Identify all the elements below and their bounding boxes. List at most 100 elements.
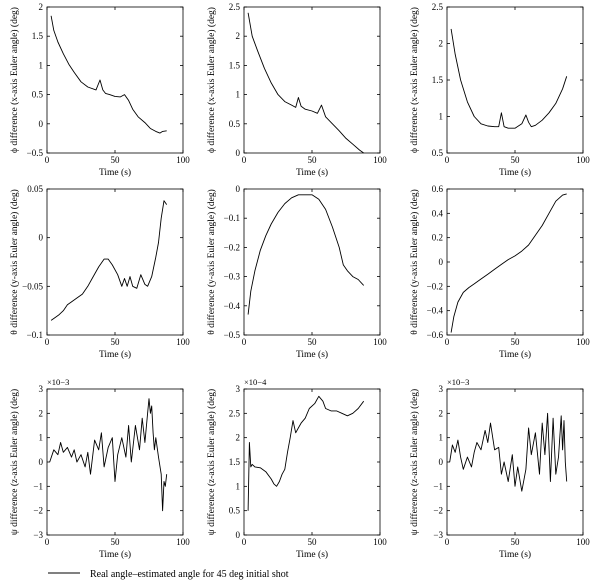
x-tick-label: 50 [308,155,318,165]
y-tick-label: 2 [439,39,444,49]
y-axis-label: ψ difference (z-axis Euler angle) (deg) [9,389,20,535]
x-tick-label: 100 [373,537,387,547]
y-scale-multiplier: ×10−4 [244,377,267,387]
y-tick-label: 1 [439,433,444,443]
y-tick-label: 0.05 [27,184,43,194]
y-tick-label: −0.2 [427,281,443,291]
subplot-1-2: 0 50 100 0 0.5 1 1.5 2 2.5 Time (s) ϕ difference (… [206,2,387,178]
x-tick-label: 0 [445,537,450,547]
x-tick-label: 100 [576,337,590,347]
y-tick-label: −0.1 [27,330,43,340]
x-axis-label: Time (s) [499,349,531,360]
series-line [247,395,365,511]
y-tick-label: 2.5 [229,2,241,12]
x-tick-label: 0 [445,337,450,347]
axes-frame [46,388,184,536]
x-tick-label: 50 [308,537,318,547]
subplot-3-1: 0 50 100 −3 −2 −1 0 1 2 3 Time (s) ψ difference (z-… [9,377,190,560]
x-tick-label: 100 [176,537,190,547]
axes-frame [243,6,381,154]
y-tick-label: 1.5 [32,31,44,41]
x-tick-label: 100 [373,337,387,347]
x-tick-label: 50 [111,155,121,165]
y-tick-label: 0 [39,233,44,243]
y-axis-label: ϕ difference (x-axis Euler angle) (deg) [206,7,217,153]
x-tick-label: 100 [373,155,387,165]
y-tick-label: 1.5 [229,60,241,70]
y-tick-label: 1 [236,90,241,100]
subplot-2-3: 0 50 100 −0.6 −0.4 −0.2 0 0.2 0.4 0.6 Time (s) θ di… [409,184,590,360]
x-axis-label: Time (s) [499,167,531,178]
x-tick-label: 100 [176,155,190,165]
x-tick-label: 50 [511,155,521,165]
y-tick-label: −0.05 [22,281,43,291]
y-axis-label: ψ difference (z-axis Euler angle) (deg) [409,389,420,535]
y-tick-label: 2 [39,2,44,12]
x-axis-label: Time (s) [99,167,131,178]
y-axis-label: θ difference (y-axis Euler angle) (deg) [9,189,20,334]
x-tick-label: 0 [45,537,50,547]
y-tick-label: 1 [39,60,44,70]
series-line [450,193,567,333]
y-tick-label: 3 [39,384,44,394]
x-tick-label: 0 [45,155,50,165]
y-tick-label: 2.5 [229,408,241,418]
axes-frame [446,188,584,336]
x-tick-label: 0 [242,537,247,547]
y-tick-label: 2 [39,408,44,418]
x-tick-label: 50 [511,337,521,347]
y-tick-label: −1 [433,481,443,491]
x-tick-label: 0 [45,337,50,347]
x-tick-label: 50 [308,337,318,347]
x-axis-label: Time (s) [499,549,531,560]
x-tick-label: 0 [242,337,247,347]
y-tick-label: 0.5 [32,90,44,100]
y-tick-label: −0.2 [224,242,240,252]
x-tick-label: 0 [242,155,247,165]
series-line [50,200,168,321]
series-line [449,412,568,492]
y-tick-label: 0.5 [229,119,241,129]
y-tick-label: 2 [439,408,444,418]
y-axis-label: θ difference (y-axis Euler angle) (deg) [206,189,217,334]
y-tick-label: 1 [439,112,444,122]
x-tick-label: 50 [111,537,121,547]
y-axis-label: ψ difference (z-axis Euler angle) (deg) [206,389,217,535]
axes-frame [446,6,584,154]
x-tick-label: 100 [176,337,190,347]
y-tick-label: 2.5 [432,2,444,12]
y-axis-label: ϕ difference (x-axis Euler angle) (deg) [409,7,420,153]
y-tick-label: 0 [39,119,44,129]
y-scale-multiplier: ×10−3 [447,377,469,387]
subplot-2-1: 0 50 100 −0.1 −0.05 0 0.05 Time (s) θ difference… [9,184,190,360]
y-tick-label: −0.3 [224,272,241,282]
legend: Real angle–estimated angle for 45 deg in… [48,569,289,580]
x-tick-label: 50 [511,537,521,547]
axes-frame [243,188,381,336]
y-tick-label: −0.5 [27,148,44,158]
y-tick-label: 0.5 [229,506,241,516]
axes-frame [446,388,584,536]
series-line [49,398,168,512]
y-tick-label: 0.5 [432,148,444,158]
y-tick-label: −3 [433,530,443,540]
y-scale-multiplier: ×10−3 [47,377,69,387]
series-line [450,28,568,129]
y-tick-label: −0.4 [427,306,444,316]
y-tick-label: 2 [236,433,241,443]
y-tick-label: 3 [236,384,241,394]
y-tick-label: −0.6 [427,330,444,340]
axes-frame [243,388,381,536]
y-tick-label: 0 [236,530,241,540]
y-tick-label: 0 [236,184,241,194]
subplot-3-3: 0 50 100 −3 −2 −1 0 1 2 3 Time (s) ψ difference (z-… [409,377,590,560]
y-tick-label: −1 [33,481,43,491]
y-tick-label: 3 [439,384,444,394]
y-tick-label: 2 [236,31,241,41]
y-tick-label: 0 [439,457,444,467]
y-tick-label: 0.6 [432,184,444,194]
y-axis-label: θ difference (y-axis Euler angle) (deg) [409,189,420,334]
